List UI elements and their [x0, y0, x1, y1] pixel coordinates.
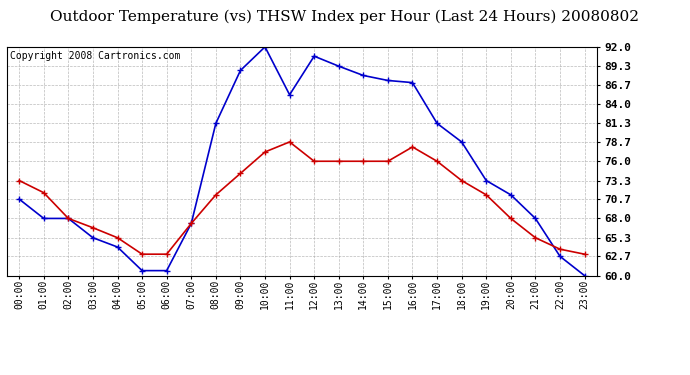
Text: Outdoor Temperature (vs) THSW Index per Hour (Last 24 Hours) 20080802: Outdoor Temperature (vs) THSW Index per …	[50, 9, 640, 24]
Text: Copyright 2008 Cartronics.com: Copyright 2008 Cartronics.com	[10, 51, 180, 62]
